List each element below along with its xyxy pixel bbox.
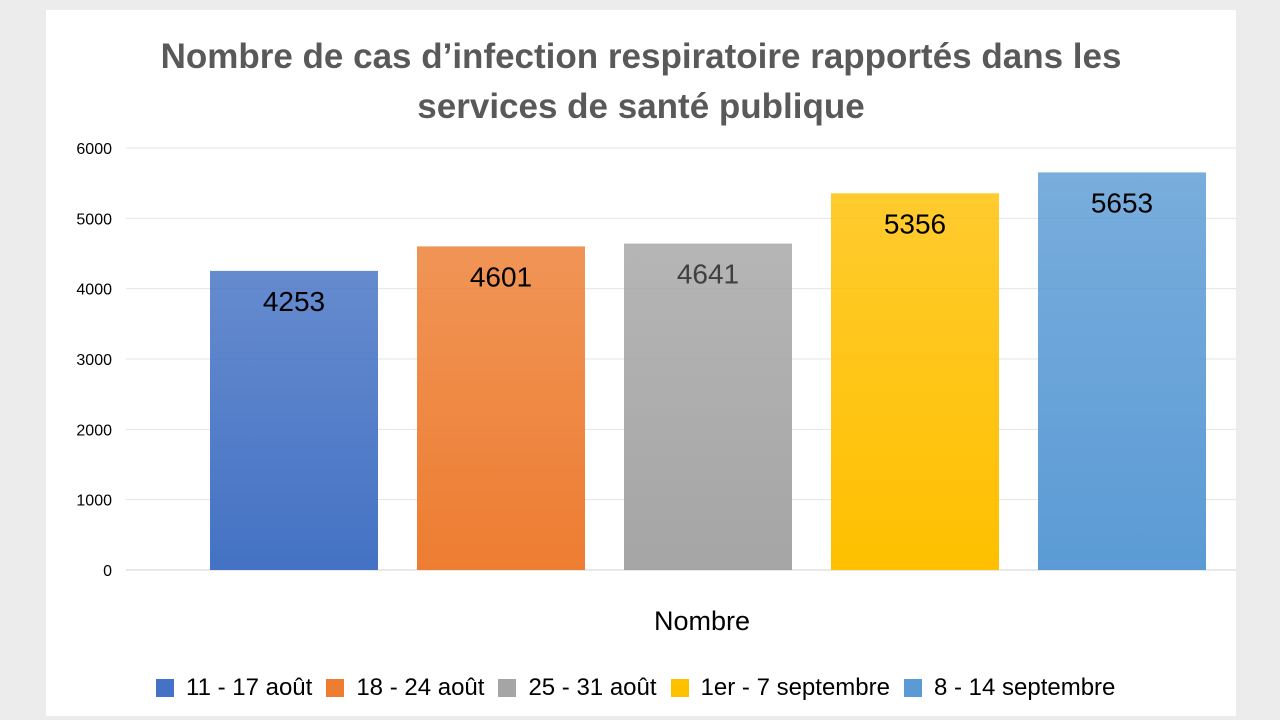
data-labels: 4253 4601 4641 5356 5653: [263, 187, 1153, 316]
y-tick-label: 1000: [76, 493, 112, 510]
chart-title: Nombre de cas d’infection respiratoire r…: [46, 32, 1236, 132]
legend-swatch-5: [903, 679, 922, 697]
bar-4: [831, 193, 999, 570]
y-axis-ticks: 0 1000 2000 3000 4000 5000 6000: [76, 141, 112, 580]
data-label-4: 5356: [884, 208, 946, 239]
y-tick-label: 3000: [76, 352, 112, 369]
legend-item-5: 8 - 14 septembre: [903, 674, 1116, 702]
bar-chart-plot: 0 1000 2000 3000 4000 5000 6000 4253 4601 4641 53…: [76, 141, 1236, 580]
legend-label-4: 1er - 7 septembre: [700, 674, 890, 701]
chart-title-line-2: services de santé publique: [417, 87, 865, 126]
chart-frame: Nombre de cas d’infection respiratoire r…: [46, 10, 1236, 716]
legend-swatch-4: [670, 679, 689, 697]
legend-swatch-1: [156, 679, 174, 697]
legend-item-1: 11 - 17 août: [156, 674, 312, 702]
chart-title-line-1: Nombre de cas d’infection respiratoire r…: [160, 37, 1122, 76]
bar-3: [624, 243, 792, 570]
legend-swatch-3: [498, 679, 517, 697]
data-label-3: 4641: [677, 259, 739, 290]
data-label-1: 4253: [263, 286, 325, 317]
legend-label-2: 18 - 24 août: [356, 674, 485, 701]
legend-item-2: 18 - 24 août: [326, 674, 484, 702]
legend: 11 - 17 août 18 - 24 août 25 - 31 août 1er …: [156, 674, 1129, 702]
data-label-5: 5653: [1091, 187, 1153, 218]
legend-label-5: 8 - 14 septembre: [933, 674, 1116, 701]
legend-item-3: 25 - 31 août: [498, 674, 657, 702]
x-axis-label-text: Nombre: [654, 606, 751, 636]
legend-label-1: 11 - 17 août: [186, 674, 313, 701]
legend-item-4: 1er - 7 septembre: [670, 674, 890, 702]
bar-2: [417, 246, 585, 570]
data-label-2: 4601: [470, 261, 532, 292]
bars: [210, 172, 1206, 570]
bar-5: [1038, 172, 1206, 570]
y-tick-label: 4000: [76, 282, 112, 299]
y-tick-label: 6000: [76, 141, 112, 158]
y-tick-label: 5000: [76, 211, 112, 228]
y-tick-label: 0: [103, 563, 112, 580]
y-tick-label: 2000: [76, 422, 112, 439]
legend-label-3: 25 - 31 août: [528, 674, 657, 701]
bar-1: [210, 270, 378, 570]
legend-swatch-2: [326, 679, 345, 697]
